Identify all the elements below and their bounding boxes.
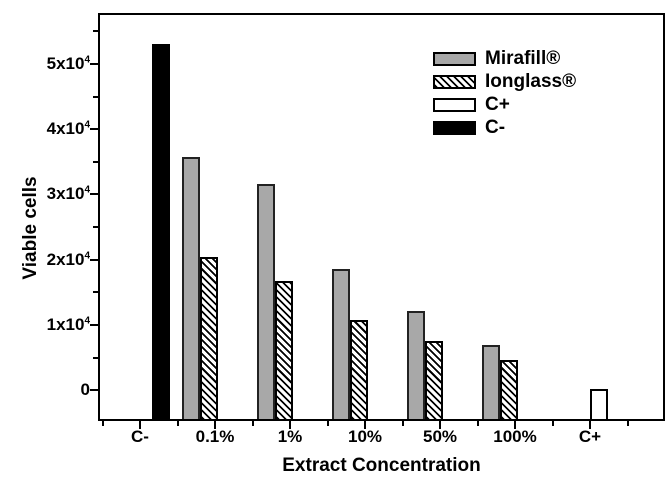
bar-hatch-0.1% <box>200 257 218 419</box>
y-tick-label: 5x104 <box>46 53 90 73</box>
bar-hatch-50% <box>425 341 443 419</box>
legend-label-c-minus: C- <box>485 117 506 138</box>
bar-gray-50% <box>407 310 425 419</box>
y-tick-label: 3x104 <box>46 184 90 204</box>
bar-hatch-100% <box>500 359 518 419</box>
bar-hatch-1% <box>275 281 293 419</box>
x-minor-tick <box>401 421 404 426</box>
legend-item-ionglass: Ionglass® <box>433 71 577 92</box>
y-tick-label: 4x104 <box>46 119 90 139</box>
y-major-tick <box>90 258 98 261</box>
y-major-tick <box>90 128 98 131</box>
x-minor-tick <box>251 421 254 426</box>
legend-swatch-ionglass <box>433 74 476 89</box>
bar-gray-0.1% <box>182 156 200 419</box>
bar-gray-1% <box>257 184 275 419</box>
y-minor-tick <box>93 356 98 359</box>
x-axis-title: Extract Concentration <box>282 455 481 476</box>
legend-swatch-c-minus <box>433 120 476 135</box>
y-major-tick <box>90 324 98 327</box>
x-major-tick <box>364 421 366 429</box>
y-minor-tick <box>93 30 98 33</box>
x-tick-label: 0.1% <box>195 427 235 446</box>
legend-item-mirafill: Mirafill® <box>433 48 576 69</box>
y-tick-label: 1x104 <box>46 315 90 335</box>
plot-area: Mirafill® Ionglass® C+ C- 0 1x104 2x104 3x1… <box>47 13 665 446</box>
legend-swatch-mirafill <box>433 51 476 66</box>
x-minor-tick <box>476 421 479 426</box>
legend-label-mirafill: Mirafill® <box>485 48 561 69</box>
x-major-tick <box>589 421 591 429</box>
x-major-tick <box>214 421 216 429</box>
bar-white-C+ <box>590 388 608 419</box>
y-minor-tick <box>93 160 98 163</box>
x-minor-tick <box>101 421 104 426</box>
bar-black-C- <box>152 44 170 419</box>
x-major-tick <box>289 421 291 429</box>
y-tick-label: 2x104 <box>46 249 90 269</box>
legend: Mirafill® Ionglass® C+ C- <box>433 48 577 143</box>
x-tick-label: C+ <box>578 427 602 446</box>
x-tick-label: 50% <box>422 427 458 446</box>
y-minor-tick <box>93 95 98 98</box>
x-tick-label: 10% <box>347 427 383 446</box>
x-major-tick <box>514 421 516 429</box>
y-tick-label: 0 <box>80 380 90 400</box>
legend-swatch-c-plus <box>433 97 476 112</box>
y-major-tick <box>90 389 98 392</box>
x-minor-tick <box>551 421 554 426</box>
y-minor-tick <box>93 226 98 229</box>
x-minor-tick <box>626 421 629 426</box>
legend-item-c-plus: C+ <box>433 94 576 115</box>
y-major-tick <box>90 62 98 65</box>
legend-label-c-plus: C+ <box>485 94 510 115</box>
bar-hatch-10% <box>350 319 368 419</box>
x-minor-tick <box>326 421 329 426</box>
legend-item-c-minus: C- <box>433 117 576 138</box>
x-minor-tick <box>176 421 179 426</box>
x-tick-label: C- <box>131 427 149 446</box>
x-major-tick <box>139 421 141 429</box>
y-minor-tick <box>93 291 98 294</box>
x-tick-label: 1% <box>277 427 303 446</box>
x-tick-label: 100% <box>493 427 537 446</box>
bar-gray-100% <box>482 345 500 419</box>
bar-gray-10% <box>332 268 350 419</box>
x-major-tick <box>439 421 441 429</box>
legend-label-ionglass: Ionglass® <box>485 71 577 92</box>
y-major-tick <box>90 193 98 196</box>
